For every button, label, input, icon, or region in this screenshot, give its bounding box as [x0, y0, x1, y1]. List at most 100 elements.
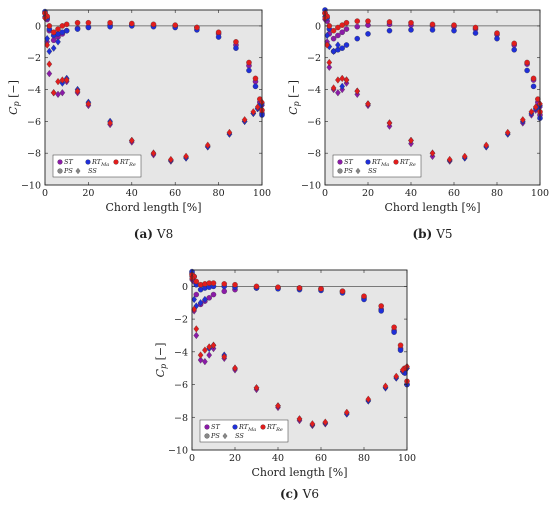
data-point — [524, 67, 530, 74]
data-point — [197, 299, 204, 307]
x-tick-label: 60 — [448, 188, 460, 199]
x-tick-label: 100 — [253, 188, 271, 199]
legend-label-PS: PS — [63, 167, 73, 175]
x-tick-label: 0 — [189, 453, 195, 464]
data-point — [354, 18, 360, 24]
legend-label-ST: ST — [344, 158, 353, 166]
legend-label-ST: ST — [211, 423, 220, 431]
data-point — [532, 103, 539, 111]
series-RT_Re-SS — [42, 14, 265, 164]
data-point — [530, 83, 537, 90]
data-point — [378, 303, 384, 309]
legend-marker-ST — [337, 159, 343, 165]
data-point — [193, 291, 200, 298]
data-point — [386, 27, 393, 34]
data-point — [339, 29, 345, 36]
data-point — [326, 58, 333, 67]
x-tick-label: 0 — [322, 188, 328, 199]
data-point — [339, 82, 345, 90]
data-point — [451, 27, 457, 34]
y-tick-label: −6 — [174, 380, 188, 391]
data-point — [202, 358, 208, 366]
data-point — [378, 308, 384, 314]
data-point — [354, 87, 361, 95]
data-point — [408, 27, 414, 33]
data-point — [129, 136, 135, 145]
data-point — [520, 116, 526, 124]
data-point — [451, 22, 457, 28]
data-point — [172, 22, 178, 28]
legend-label-PS: PS — [343, 167, 353, 175]
data-point — [55, 38, 61, 46]
axes-frame — [191, 269, 408, 451]
legend-label-SS: SS — [368, 167, 377, 175]
data-point — [46, 70, 53, 78]
data-point — [386, 19, 393, 25]
panel-3: 0 20 40 60 80 100 0 −2 −4 −6 −8 −10 Chord length [%]… — [154, 268, 416, 501]
data-point — [194, 24, 200, 31]
y-tick-label: −4 — [174, 347, 188, 358]
data-point — [335, 24, 341, 31]
data-point — [202, 346, 208, 354]
data-point — [50, 29, 57, 36]
x-tick-label: 40 — [405, 188, 417, 199]
data-point — [246, 67, 252, 74]
y-tick-label: −8 — [307, 149, 321, 160]
data-point — [275, 402, 281, 410]
data-point — [399, 366, 406, 374]
legend: ST RTMa RTRe PS SS — [52, 154, 142, 178]
data-point — [365, 100, 371, 108]
data-point — [206, 343, 212, 351]
legend-label-ST: ST — [64, 158, 73, 166]
y-tick-label: −10 — [21, 181, 41, 192]
legend-label-PS: PS — [210, 432, 220, 440]
data-point — [107, 19, 113, 26]
panel-2: 0 20 40 60 80 100 0 −2 −4 −6 −8 −10 Chord length [%]… — [287, 7, 549, 241]
data-point — [339, 74, 345, 83]
data-point — [528, 108, 535, 116]
data-point — [335, 89, 341, 97]
data-point — [210, 291, 217, 298]
data-point — [221, 288, 227, 295]
data-point — [365, 18, 371, 24]
y-tick-label: −6 — [27, 117, 41, 128]
data-point — [233, 45, 239, 51]
y-axis-label: Cp [−] — [154, 343, 168, 378]
data-point — [74, 19, 81, 26]
data-point — [85, 24, 92, 31]
data-point — [339, 22, 345, 28]
legend-label-SS: SS — [235, 432, 244, 440]
data-point — [55, 90, 61, 98]
data-point — [391, 324, 397, 331]
series-RT_Re-PS — [189, 272, 410, 385]
data-point — [330, 35, 337, 42]
y-tick-label: −10 — [168, 446, 188, 457]
data-point — [63, 27, 70, 34]
data-point — [382, 382, 389, 390]
data-point — [393, 372, 400, 380]
data-point — [408, 136, 414, 145]
data-point — [221, 281, 227, 287]
legend-marker-RT_Re — [113, 159, 119, 165]
data-point — [361, 293, 367, 299]
data-point — [446, 155, 453, 164]
data-point — [343, 42, 350, 48]
y-tick-label: −4 — [27, 85, 41, 96]
data-point — [343, 19, 350, 26]
data-point — [386, 119, 393, 127]
legend-marker-PS — [204, 433, 210, 439]
panel-caption: (b) V5 — [412, 227, 452, 241]
data-point — [74, 87, 81, 95]
data-point — [472, 24, 479, 31]
legend-box — [199, 419, 289, 443]
x-tick-label: 20 — [362, 188, 374, 199]
data-point — [339, 45, 345, 51]
legend-marker-SS — [75, 167, 81, 175]
legend-box — [52, 154, 142, 178]
x-axis-label: Chord length [%] — [384, 201, 480, 214]
y-tick-label: −8 — [174, 413, 188, 424]
data-point — [250, 108, 257, 116]
legend-marker-ST — [57, 159, 63, 165]
data-point — [391, 329, 397, 335]
data-point — [397, 342, 404, 349]
